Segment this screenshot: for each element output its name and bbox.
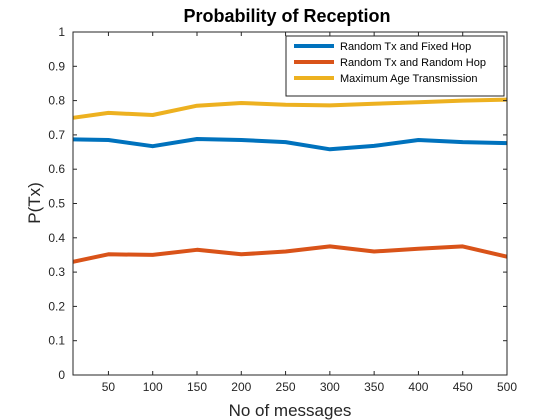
legend: Random Tx and Fixed Hop Random Tx and Ran…	[285, 35, 505, 97]
series-line-3	[72, 97, 508, 120]
y-tick-label: 0.4	[48, 231, 65, 245]
y-axis-ticks: 0 0.1 0.2 0.3 0.4 0.5 0.6 0.7 0.8 0.9 1	[48, 25, 507, 382]
chart-title: Probability of Reception	[183, 6, 390, 26]
series-lines	[72, 97, 508, 264]
y-tick-label: 0.3	[48, 265, 65, 279]
y-tick-label: 0.5	[48, 197, 65, 211]
y-tick-label: 0	[58, 368, 65, 382]
x-axis-ticks: 50 100 150 200 250 300 350 400 450 500	[102, 32, 517, 394]
x-tick-label: 150	[187, 380, 207, 394]
series-line-1	[72, 137, 508, 152]
x-tick-label: 450	[453, 380, 473, 394]
x-tick-label: 350	[364, 380, 384, 394]
series-line-2	[72, 244, 508, 264]
y-tick-label: 0.7	[48, 128, 65, 142]
x-tick-label: 400	[408, 380, 428, 394]
y-axis-label: P(Tx)	[25, 182, 44, 224]
x-tick-label: 250	[276, 380, 296, 394]
y-tick-label: 1	[58, 25, 65, 39]
y-tick-label: 0.2	[48, 299, 65, 313]
y-tick-label: 0.9	[48, 59, 65, 73]
x-tick-label: 100	[143, 380, 163, 394]
legend-label: Maximum Age Transmission	[340, 73, 478, 85]
y-tick-label: 0.1	[48, 334, 65, 348]
x-tick-label: 50	[102, 380, 116, 394]
y-tick-label: 0.6	[48, 162, 65, 176]
x-tick-label: 200	[231, 380, 251, 394]
x-axis-label: No of messages	[229, 401, 352, 420]
y-tick-label: 0.8	[48, 94, 65, 108]
x-tick-label: 300	[320, 380, 340, 394]
legend-label: Random Tx and Random Hop	[340, 57, 486, 69]
x-tick-label: 500	[497, 380, 517, 394]
legend-label: Random Tx and Fixed Hop	[340, 41, 471, 53]
